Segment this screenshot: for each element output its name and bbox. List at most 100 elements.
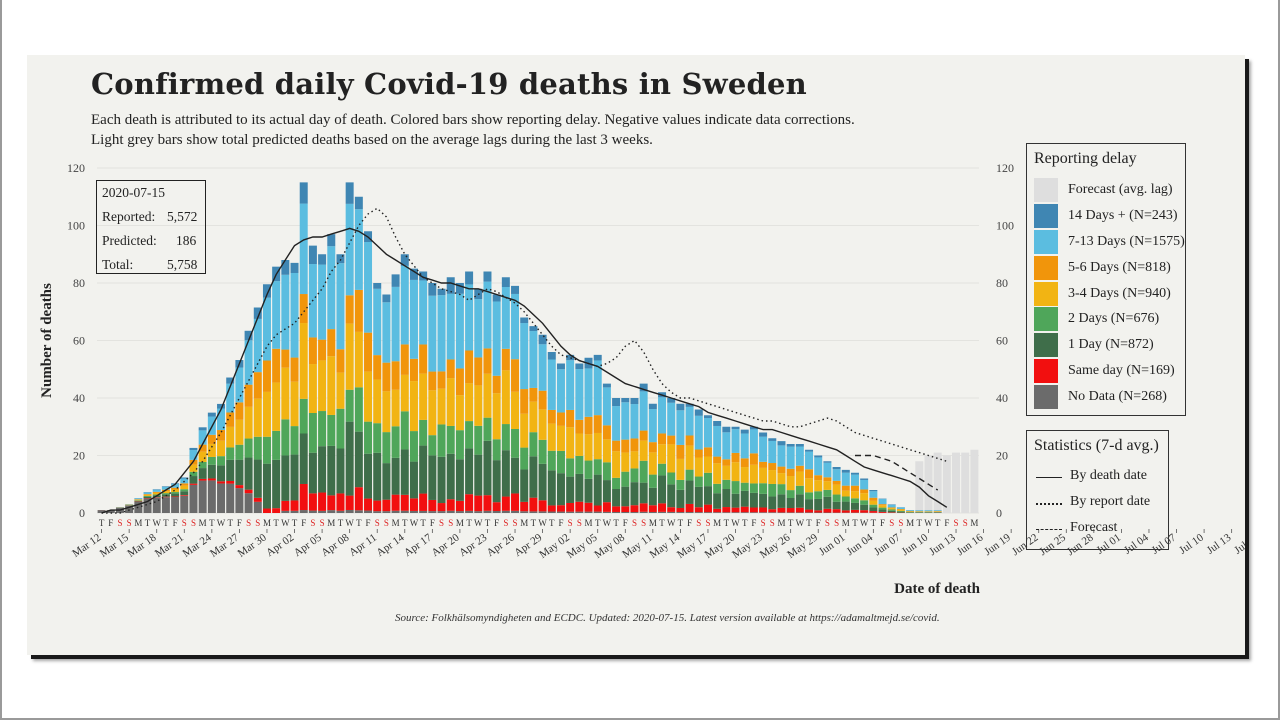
- bar-segment: [667, 402, 676, 436]
- bar-segment: [593, 432, 602, 460]
- bar-segment: [207, 478, 216, 481]
- bar-segment: [566, 354, 575, 361]
- bar-segment: [364, 332, 373, 372]
- weekday-letter: T: [917, 518, 923, 528]
- weekday-letter: F: [687, 518, 692, 528]
- bar-segment: [869, 504, 878, 508]
- bar-segment: [180, 491, 189, 496]
- bar-segment: [455, 459, 464, 501]
- weekday-letter: S: [439, 518, 444, 528]
- bar-segment: [272, 459, 281, 509]
- bar-segment: [474, 425, 483, 455]
- weekday-letter: M: [906, 518, 914, 528]
- weekday-letter: T: [549, 518, 555, 528]
- bar-segment: [354, 209, 363, 290]
- summary-predicted-value: 186: [176, 233, 197, 248]
- weekday-letter: S: [568, 518, 573, 528]
- bar-segment: [722, 479, 731, 490]
- bar-segment: [869, 491, 878, 498]
- weekday-letter: S: [513, 518, 518, 528]
- subtitle-line-1: Each death is attributed to its actual d…: [91, 112, 855, 128]
- bar-segment: [373, 379, 382, 424]
- bar-segment: [409, 268, 418, 280]
- weekday-letter: W: [667, 518, 676, 528]
- bar-segment: [676, 479, 685, 490]
- weekday-letter: W: [860, 518, 869, 528]
- bar-segment: [327, 356, 336, 415]
- bar-segment: [364, 242, 373, 333]
- bar-segment: [244, 489, 253, 494]
- bar-segment: [887, 504, 896, 505]
- bar-segment: [400, 344, 409, 375]
- weekday-letter: T: [402, 518, 408, 528]
- bar-segment: [556, 450, 565, 474]
- bar-segment: [777, 473, 786, 485]
- bar-segment: [345, 323, 354, 390]
- bar-segment: [694, 415, 703, 450]
- weekday-letter: W: [924, 518, 933, 528]
- weekday-letter: W: [474, 518, 483, 528]
- bar-segment: [850, 485, 859, 492]
- stats-label: By death date: [1070, 468, 1147, 483]
- x-tick-label: Apr 17: [402, 531, 435, 559]
- bar-segment: [336, 408, 345, 449]
- bar-segment: [749, 512, 758, 513]
- bar-segment: [722, 465, 731, 480]
- bar-segment: [529, 432, 538, 457]
- bar-segment: [630, 468, 639, 483]
- weekday-letter: T: [871, 518, 877, 528]
- bar-segment: [749, 492, 758, 508]
- legend-label: 5-6 Days (N=818): [1068, 260, 1171, 275]
- bar-segment: [364, 421, 373, 454]
- bar-segment: [612, 451, 621, 478]
- bar-segment: [529, 456, 538, 498]
- weekday-letter: S: [310, 518, 315, 528]
- bar-segment: [428, 283, 437, 296]
- bar-segment: [308, 493, 317, 511]
- bar-segment: [639, 511, 648, 513]
- bar-segment: [391, 457, 400, 495]
- bar-segment: [795, 507, 804, 513]
- bar-segment: [152, 491, 161, 493]
- bar-segment: [281, 455, 290, 501]
- bar-segment: [419, 280, 428, 345]
- bar-segment: [713, 508, 722, 513]
- bar-segment: [658, 444, 667, 464]
- bar-segment: [511, 359, 520, 392]
- bar-segment: [805, 469, 814, 479]
- bar-segment: [290, 381, 299, 427]
- bar-segment: [180, 495, 189, 496]
- bar-segment: [556, 505, 565, 512]
- bar-segment: [437, 371, 446, 389]
- bar-segment: [878, 507, 887, 510]
- weekday-letter: T: [209, 518, 215, 528]
- legend-swatch: [1034, 359, 1058, 383]
- bar-segment: [253, 307, 262, 319]
- bar-segment: [474, 511, 483, 513]
- bar-segment: [465, 421, 474, 449]
- bar-segment: [226, 480, 235, 484]
- bar-segment: [694, 476, 703, 487]
- x-tick-label: Jun 19: [982, 531, 1013, 558]
- bar-segment: [364, 510, 373, 513]
- window-edge-bottom: [0, 718, 1280, 720]
- x-tick-label: Mar 27: [208, 531, 242, 560]
- bar-segment: [602, 462, 611, 481]
- bar-segment: [180, 485, 189, 490]
- bar-segment: [437, 456, 446, 504]
- bar-segment: [419, 271, 428, 281]
- bar-segment: [658, 511, 667, 513]
- bar-segment: [382, 391, 391, 433]
- bar-segment: [520, 317, 529, 324]
- bar-segment: [400, 374, 409, 412]
- bar-segment: [373, 283, 382, 289]
- bar-segment: [281, 419, 290, 456]
- bar-segment: [189, 483, 198, 485]
- bar-segment: [860, 510, 869, 513]
- bar-segment: [244, 330, 253, 341]
- bar-segment: [382, 362, 391, 392]
- bar-segment: [667, 511, 676, 513]
- reporting-delay-legend: Reporting delay Forecast (avg. lag) 14 D…: [1026, 143, 1186, 416]
- chart-subtitle: Each death is attributed to its actual d…: [91, 110, 855, 150]
- bar-segment: [318, 339, 327, 361]
